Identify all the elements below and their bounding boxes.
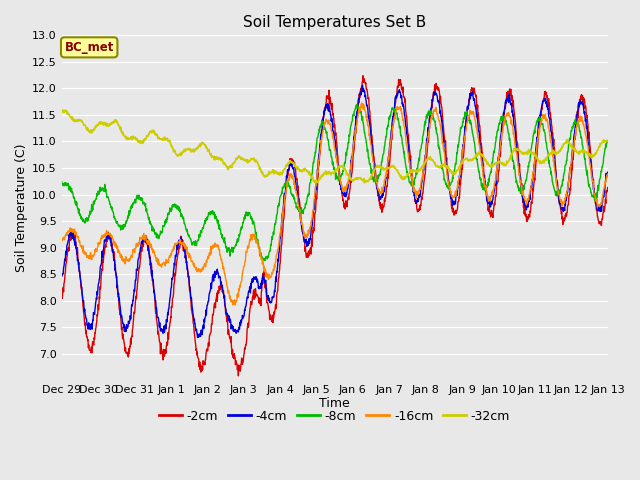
-8cm: [290, 193, 298, 199]
-16cm: [58, 236, 66, 241]
-32cm: [369, 170, 376, 176]
-4cm: [604, 169, 611, 175]
-2cm: [301, 249, 309, 254]
Y-axis label: Soil Temperature (C): Soil Temperature (C): [15, 144, 28, 272]
-16cm: [358, 100, 365, 106]
-8cm: [261, 258, 269, 264]
-32cm: [301, 168, 308, 174]
-32cm: [100, 122, 108, 128]
-2cm: [359, 73, 367, 79]
-4cm: [290, 166, 298, 171]
-4cm: [358, 83, 366, 88]
-8cm: [100, 189, 108, 194]
Line: -32cm: -32cm: [62, 110, 607, 183]
-4cm: [194, 335, 202, 340]
-2cm: [604, 185, 611, 191]
-32cm: [122, 134, 130, 140]
-16cm: [301, 231, 309, 237]
-32cm: [310, 178, 318, 184]
-32cm: [312, 180, 319, 186]
-2cm: [234, 373, 242, 379]
-16cm: [604, 171, 611, 177]
-4cm: [122, 326, 130, 332]
Line: -2cm: -2cm: [62, 76, 607, 376]
X-axis label: Time: Time: [319, 396, 350, 409]
-16cm: [231, 302, 239, 308]
-16cm: [311, 191, 319, 197]
-8cm: [353, 102, 360, 108]
-32cm: [58, 107, 66, 113]
-2cm: [369, 146, 377, 152]
-4cm: [100, 242, 108, 248]
Title: Soil Temperatures Set B: Soil Temperatures Set B: [243, 15, 426, 30]
-2cm: [58, 293, 66, 299]
-16cm: [122, 257, 130, 263]
-16cm: [290, 179, 298, 184]
-32cm: [604, 139, 611, 144]
-8cm: [122, 218, 130, 224]
Text: BC_met: BC_met: [65, 41, 114, 54]
-32cm: [289, 161, 297, 167]
-4cm: [301, 239, 309, 245]
Line: -8cm: -8cm: [62, 105, 607, 261]
Line: -4cm: -4cm: [62, 85, 607, 337]
-8cm: [369, 176, 377, 182]
Legend: -2cm, -4cm, -8cm, -16cm, -32cm: -2cm, -4cm, -8cm, -16cm, -32cm: [154, 405, 515, 428]
-2cm: [290, 159, 298, 165]
Line: -16cm: -16cm: [62, 103, 607, 305]
-4cm: [311, 194, 319, 200]
-16cm: [100, 232, 108, 238]
-8cm: [301, 205, 309, 211]
-4cm: [369, 153, 377, 158]
-16cm: [369, 158, 377, 164]
-8cm: [604, 140, 611, 145]
-4cm: [58, 273, 66, 279]
-8cm: [311, 154, 319, 159]
-2cm: [100, 251, 108, 256]
-2cm: [311, 210, 319, 216]
-8cm: [58, 179, 66, 185]
-2cm: [122, 350, 130, 356]
